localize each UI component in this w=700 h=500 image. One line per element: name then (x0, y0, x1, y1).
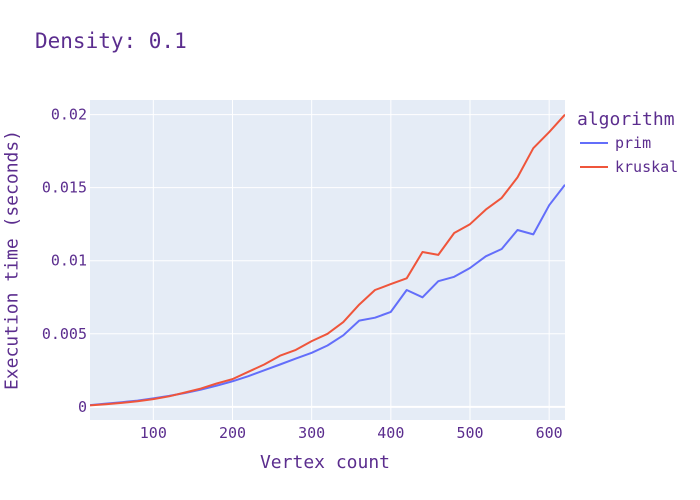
y-tick-label: 0.02 (51, 106, 87, 124)
x-axis-label: Vertex count (259, 452, 391, 473)
x-tick-label: 400 (377, 424, 404, 442)
y-tick-label: 0 (78, 398, 87, 416)
chart-title: Density: 0.1 (35, 29, 187, 53)
legend-item-kruskal[interactable]: kruskal (580, 157, 678, 177)
x-tick-label: 200 (219, 424, 246, 442)
x-tick-label: 100 (140, 424, 167, 442)
legend-title: algorithm (577, 109, 675, 130)
x-tick-label: 600 (536, 424, 563, 442)
legend-swatch-kruskal (580, 166, 608, 168)
series-line-kruskal[interactable] (90, 113, 565, 407)
x-tick-label: 300 (298, 424, 325, 442)
legend-label-prim: prim (615, 134, 652, 152)
x-tick-label: 500 (456, 424, 483, 442)
grid (90, 100, 565, 420)
series-layer (90, 113, 565, 407)
legend-label-kruskal: kruskal (615, 158, 679, 176)
y-tick-label: 0.005 (42, 325, 87, 343)
y-tick-label: 0.01 (51, 252, 87, 270)
legend-item-prim[interactable]: prim (580, 133, 651, 153)
tick-labels: 100 200 300 400 500 600 0 0.005 0.01 0.015 0.02 (42, 106, 563, 442)
y-axis-label: Execution time (seconds) (1, 129, 23, 391)
plot-area (90, 100, 565, 420)
y-tick-label: 0.015 (42, 179, 87, 197)
legend-swatch-prim (580, 142, 608, 144)
